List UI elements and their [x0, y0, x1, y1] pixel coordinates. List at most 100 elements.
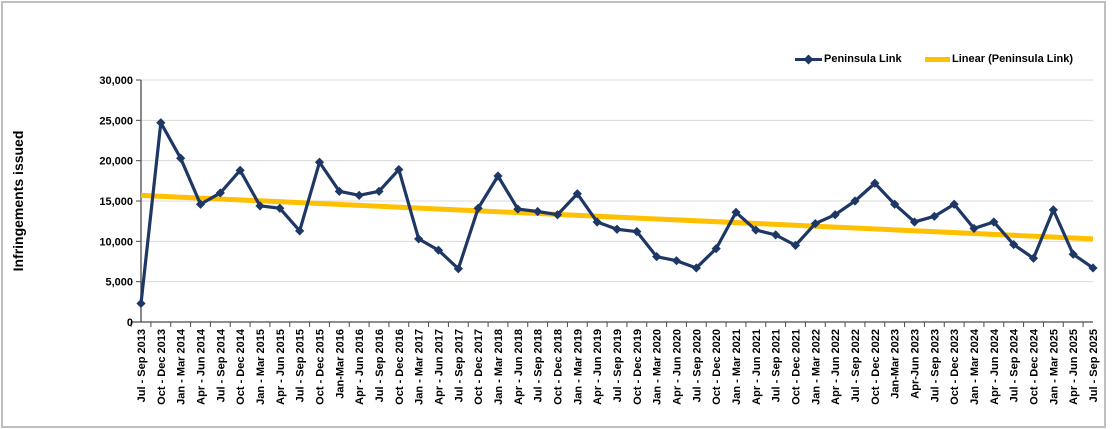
x-tick-label: Apr - Jun 2025 — [1068, 329, 1080, 405]
y-axis-tick-labels: 0 5,000 10,000 15,000 20,000 25,000 30,000 — [99, 75, 133, 329]
data-point-diamond — [334, 186, 344, 196]
legend-label-peninsula-link: Peninsula Link — [824, 53, 902, 65]
data-point-diamond — [235, 165, 245, 175]
x-tick-label: Jul - Sep 2019 — [612, 329, 624, 402]
x-tick-label: Oct - Dec 2014 — [235, 328, 247, 405]
data-point-diamond — [731, 207, 741, 217]
x-tick-label: Apr - Jun 2021 — [751, 329, 763, 405]
data-point-diamond — [592, 217, 602, 227]
x-tick-label: Oct - Dec 2022 — [870, 329, 882, 405]
data-point-diamond — [711, 243, 721, 254]
x-tick-label: Apr - Jun 2016 — [354, 329, 366, 405]
data-point-diamond — [1028, 253, 1039, 263]
data-point-diamond — [513, 204, 523, 214]
data-point-diamond — [890, 199, 900, 209]
x-tick-label: Apr - Jun 2017 — [434, 329, 446, 405]
data-point-diamond — [473, 203, 483, 213]
x-tick-label: Apr - Jun 2014 — [196, 328, 208, 405]
x-tick-label: Oct - Dec 2016 — [394, 329, 406, 405]
data-point-diamond — [176, 153, 186, 163]
x-tick-label: Jul - Sep 2025 — [1088, 329, 1100, 402]
data-point-diamond — [275, 203, 285, 213]
x-tick-label: Oct - Dec 2018 — [553, 329, 565, 405]
data-point-diamond — [572, 189, 582, 199]
data-point-diamond — [195, 199, 206, 209]
gridlines — [141, 79, 1093, 283]
series-peninsula-link — [136, 118, 1098, 309]
data-point-diamond — [691, 263, 701, 273]
data-point-diamond — [632, 227, 642, 237]
data-point-diamond — [771, 230, 781, 240]
x-tick-label: Jul - Sep 2017 — [453, 329, 465, 402]
x-tick-label: Oct - Dec 2024 — [1029, 328, 1041, 405]
x-tick-label: Jul - Sep 2018 — [533, 329, 545, 402]
y-axis-title: Infringements issued — [10, 131, 26, 272]
y-tick-label: 0 — [127, 317, 133, 329]
x-tick-label: Jul - Sep 2020 — [691, 329, 703, 402]
legend-swatch-trendline-icon — [925, 56, 950, 62]
x-tick-label: Jan - Mar 2017 — [414, 329, 426, 405]
x-tick-label: Apr - Jun 2024 — [989, 328, 1001, 405]
x-tick-label: Jul - Sep 2016 — [374, 329, 386, 402]
x-tick-label: Apr - Jun 2019 — [592, 329, 604, 405]
data-point-diamond — [215, 188, 225, 198]
y-tick-label: 15,000 — [99, 196, 133, 208]
data-point-diamond — [414, 234, 424, 244]
x-tick-label: Oct - Dec 2021 — [791, 329, 803, 405]
y-tick-label: 10,000 — [99, 236, 133, 248]
x-tick-label: Oct - Dec 2020 — [711, 329, 723, 405]
x-tick-label: Apr - Jun 2018 — [513, 329, 525, 405]
data-point-diamond — [453, 264, 463, 274]
data-point-diamond — [929, 211, 939, 221]
x-tick-label: Jan - Mar 2020 — [652, 329, 664, 405]
data-point-diamond — [1088, 263, 1098, 273]
x-tick-label: Jan - Mar 2022 — [810, 329, 822, 405]
x-tick-label: Apr-Jun 2023 — [910, 329, 922, 399]
trendline-linear-peninsula-link — [140, 192, 1094, 242]
x-tick-label: Jan-Mar 2016 — [334, 329, 346, 399]
data-point-diamond — [850, 196, 860, 206]
x-tick-label: Apr - Jun 2015 — [275, 329, 287, 405]
x-tick-label: Oct - Dec 2013 — [156, 329, 168, 405]
data-point-diamond — [255, 201, 265, 211]
legend-item-peninsula-link: Peninsula Link — [795, 52, 902, 66]
x-tick-label: Jul - Sep 2014 — [215, 328, 227, 402]
x-tick-label: Oct - Dec 2015 — [315, 329, 327, 405]
legend-swatch-line-diamond-icon — [795, 54, 822, 64]
x-tick-label: Apr - Jun 2022 — [830, 329, 842, 405]
data-point-diamond — [156, 118, 166, 128]
x-tick-label: Jul - Sep 2024 — [1009, 328, 1021, 402]
data-point-diamond — [374, 186, 384, 196]
y-tick-label: 25,000 — [99, 115, 133, 127]
legend-item-linear-peninsula-link: Linear (Peninsula Link) — [925, 52, 1073, 66]
data-point-diamond — [810, 218, 820, 229]
data-point-diamond — [354, 190, 364, 200]
data-point-diamond — [989, 217, 999, 227]
data-point-diamond — [870, 178, 880, 188]
x-tick-label: Jan - Mar 2025 — [1048, 329, 1060, 405]
x-tick-label: Jul - Sep 2015 — [295, 329, 307, 402]
x-tick-label: Oct - Dec 2017 — [473, 329, 485, 405]
x-tick-label: Jan - Mar 2018 — [493, 329, 505, 405]
axes — [130, 79, 1093, 327]
data-point-diamond — [1048, 205, 1058, 215]
x-tick-label: Oct - Dec 2023 — [949, 329, 961, 405]
x-tick-label: Jan - Mar 2019 — [572, 329, 584, 405]
data-point-diamond — [652, 252, 662, 262]
data-point-diamond — [493, 171, 503, 181]
data-point-diamond — [1009, 239, 1019, 250]
y-tick-label: 5,000 — [105, 277, 133, 289]
x-axis-tick-labels: Jul - Sep 2013 Oct - Dec 2013 Jan - Mar 20… — [136, 328, 1100, 405]
data-point-diamond — [949, 199, 959, 209]
data-point-diamond — [909, 217, 920, 227]
y-tick-label: 20,000 — [99, 156, 133, 168]
data-point-diamond — [830, 210, 840, 220]
x-tick-label: Jul - Sep 2021 — [771, 329, 783, 402]
data-point-diamond — [671, 256, 682, 266]
data-point-diamond — [751, 225, 761, 235]
data-point-diamond — [612, 224, 622, 234]
x-tick-label: Jul - Sep 2023 — [929, 329, 941, 402]
x-tick-label: Jul - Sep 2022 — [850, 329, 862, 402]
